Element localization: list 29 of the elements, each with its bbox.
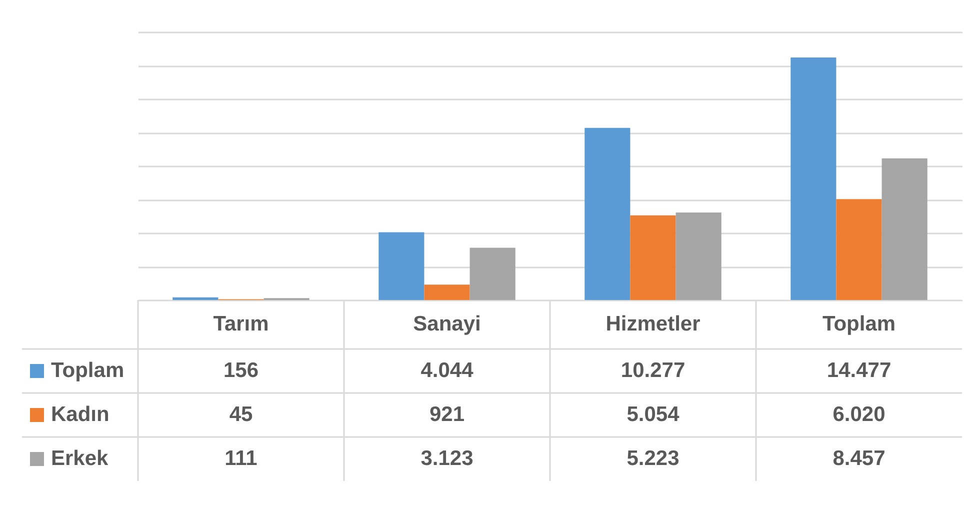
bar — [790, 58, 836, 300]
legend-label: Toplam — [51, 359, 124, 382]
bar — [676, 212, 722, 300]
bar — [172, 297, 218, 300]
x-tick-label: Hizmetler — [606, 312, 700, 336]
legend-label: Kadın — [51, 403, 110, 426]
bar — [470, 248, 516, 300]
bar — [882, 158, 928, 300]
bar — [424, 284, 470, 300]
data-label: 45 — [229, 403, 253, 426]
data-label: 156 — [223, 359, 259, 382]
data-label: 4.044 — [420, 359, 474, 382]
data-label: 5.223 — [626, 447, 680, 470]
data-label: 8.457 — [832, 447, 886, 470]
data-label: 921 — [429, 403, 465, 426]
data-label: 5.054 — [626, 403, 680, 426]
bar — [836, 199, 882, 300]
data-label: 3.123 — [420, 447, 474, 470]
data-label: 6.020 — [832, 403, 886, 426]
data-label: 14.477 — [826, 359, 892, 382]
data-label: 10.277 — [620, 359, 686, 382]
legend-label: Erkek — [51, 447, 109, 470]
data-label: 111 — [224, 447, 258, 470]
bar — [378, 232, 424, 300]
x-tick-label: Tarım — [213, 312, 269, 336]
bar — [630, 215, 676, 300]
x-tick-label: Sanayi — [413, 312, 481, 336]
x-tick-label: Toplam — [822, 312, 896, 336]
bar — [584, 128, 630, 300]
